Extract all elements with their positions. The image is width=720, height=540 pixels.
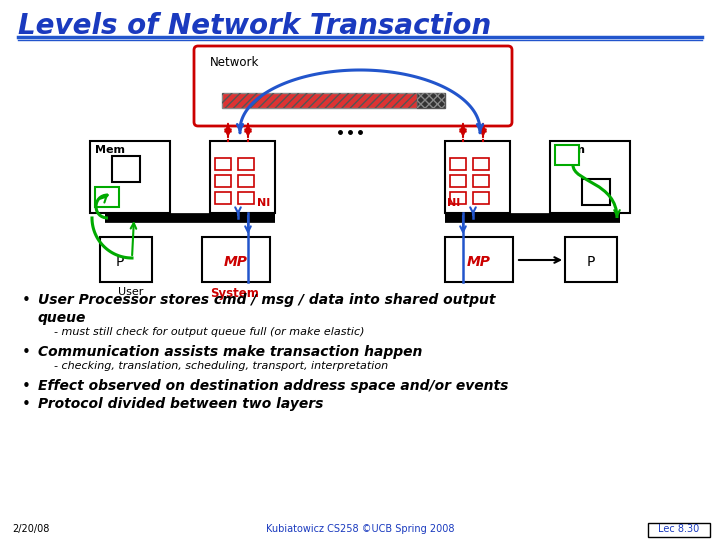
Text: System: System [210, 287, 259, 300]
Text: User: User [118, 287, 143, 297]
Text: Protocol divided between two layers: Protocol divided between two layers [38, 397, 323, 411]
Bar [648, 523, 710, 537]
Text: Effect observed on destination address space and/or events: Effect observed on destination address s… [38, 379, 508, 393]
Text: •: • [22, 379, 31, 394]
Bar [210, 141, 275, 213]
Bar [473, 192, 489, 204]
Bar [417, 93, 445, 108]
Bar [473, 158, 489, 170]
Bar [95, 187, 119, 207]
Text: Mem: Mem [95, 145, 125, 155]
Text: MP: MP [224, 255, 248, 269]
Bar [473, 175, 489, 187]
Bar [215, 158, 231, 170]
Text: Network: Network [210, 56, 259, 69]
Text: - must still check for output queue full (or make elastic): - must still check for output queue full… [54, 327, 364, 337]
Text: NI: NI [447, 198, 460, 208]
Text: Communication assists make transaction happen: Communication assists make transaction h… [38, 345, 423, 359]
Text: queue: queue [38, 311, 86, 325]
Text: Kubiatowicz CS258 ©UCB Spring 2008: Kubiatowicz CS258 ©UCB Spring 2008 [266, 524, 454, 534]
Text: Levels of Network Transaction: Levels of Network Transaction [18, 12, 491, 40]
Text: •: • [22, 397, 31, 412]
Text: •: • [22, 345, 31, 360]
Bar [112, 156, 140, 182]
Text: Lec 8.30: Lec 8.30 [658, 524, 700, 534]
Text: MP: MP [467, 255, 491, 269]
Bar [555, 145, 579, 165]
Bar [450, 192, 466, 204]
Bar [238, 175, 254, 187]
Bar [238, 158, 254, 170]
Text: - checking, translation, scheduling, transport, interpretation: - checking, translation, scheduling, tra… [54, 361, 388, 371]
Bar [100, 237, 152, 282]
Text: User Processor stores cmd / msg / data into shared output: User Processor stores cmd / msg / data i… [38, 293, 495, 307]
Text: •: • [22, 293, 31, 308]
Text: P: P [587, 255, 595, 269]
Bar [222, 93, 417, 108]
Text: Mem: Mem [555, 145, 585, 155]
Text: NI: NI [257, 198, 270, 208]
Text: P: P [116, 255, 124, 269]
Bar [215, 175, 231, 187]
Bar [582, 179, 610, 205]
Bar [450, 175, 466, 187]
Bar [202, 237, 270, 282]
Bar [445, 141, 510, 213]
Bar [550, 141, 630, 213]
Bar [450, 158, 466, 170]
Bar [90, 141, 170, 213]
Bar [222, 93, 417, 108]
Bar [417, 93, 445, 108]
Bar [565, 237, 617, 282]
Bar [238, 192, 254, 204]
Bar [445, 237, 513, 282]
Text: 2/20/08: 2/20/08 [12, 524, 50, 534]
Bar [215, 192, 231, 204]
FancyBboxPatch shape [194, 46, 512, 126]
